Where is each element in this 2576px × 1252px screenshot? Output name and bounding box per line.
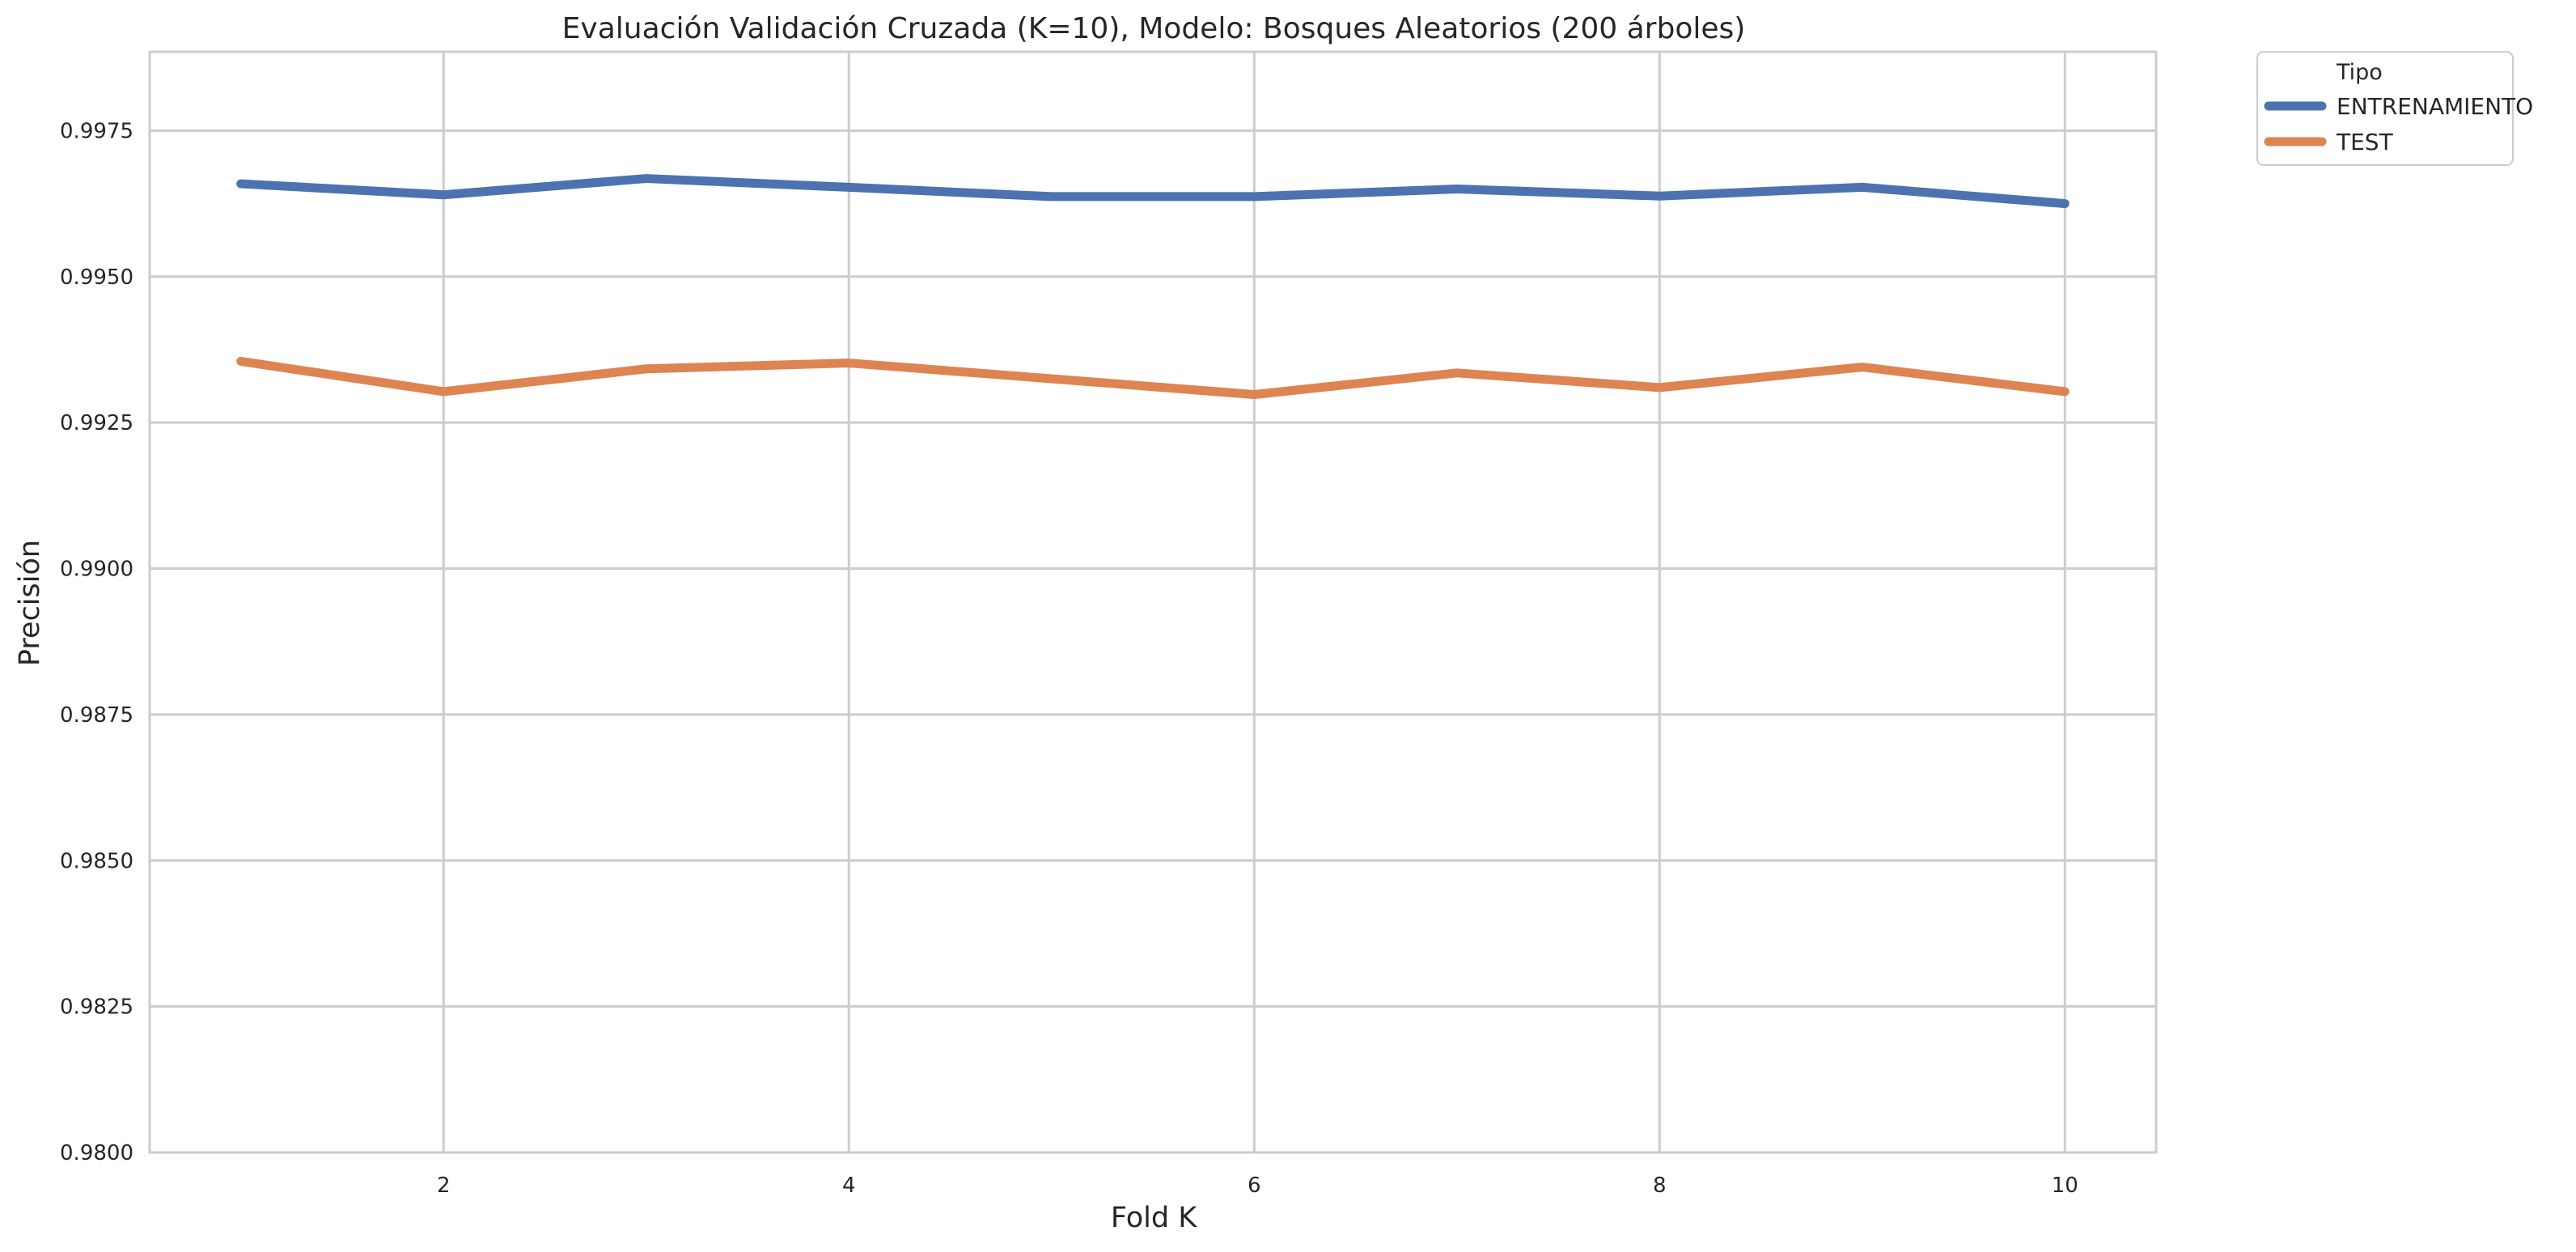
series-line-test — [236, 356, 2070, 400]
series-line-entrenamiento — [236, 174, 2070, 209]
y-tick-label: 0.9900 — [60, 558, 133, 582]
legend-label-entrenamiento: ENTRENAMIENTO — [2337, 93, 2533, 120]
y-tick-label: 0.9975 — [60, 119, 133, 143]
y-tick-label: 0.9875 — [60, 703, 133, 728]
x-axis-label: Fold K — [1111, 1202, 1197, 1234]
x-tick-label: 4 — [842, 1173, 856, 1198]
y-tick-label: 0.9925 — [60, 411, 133, 435]
chart-title: Evaluación Validación Cruzada (K=10), Mo… — [562, 12, 1746, 45]
x-axis-ticks: 2 4 6 8 10 — [437, 1173, 2078, 1198]
y-tick-label: 0.9800 — [60, 1141, 133, 1165]
x-tick-label: 2 — [437, 1173, 451, 1198]
legend-box — [2256, 51, 2514, 166]
x-tick-label: 10 — [2052, 1173, 2078, 1198]
y-tick-label: 0.9850 — [60, 849, 133, 873]
legend-label-test: TEST — [2336, 129, 2394, 155]
legend: Tipo ENTRENAMIENTO TEST — [2256, 51, 2533, 166]
plot-frame — [148, 50, 2158, 1154]
x-tick-label: 6 — [1248, 1173, 1261, 1198]
y-axis-label: Precisión — [14, 540, 46, 666]
y-tick-label: 0.9950 — [60, 265, 133, 290]
series-lines — [236, 174, 2070, 400]
y-tick-label: 0.9825 — [60, 995, 133, 1020]
legend-title: Tipo — [2336, 60, 2383, 85]
x-tick-label: 8 — [1653, 1173, 1667, 1198]
gridlines — [150, 52, 2156, 1154]
legend-entries: ENTRENAMIENTO TEST — [2264, 93, 2533, 155]
y-axis-ticks: 0.9800 0.9825 0.9850 0.9875 0.9900 0.9925 0.99… — [60, 119, 133, 1165]
